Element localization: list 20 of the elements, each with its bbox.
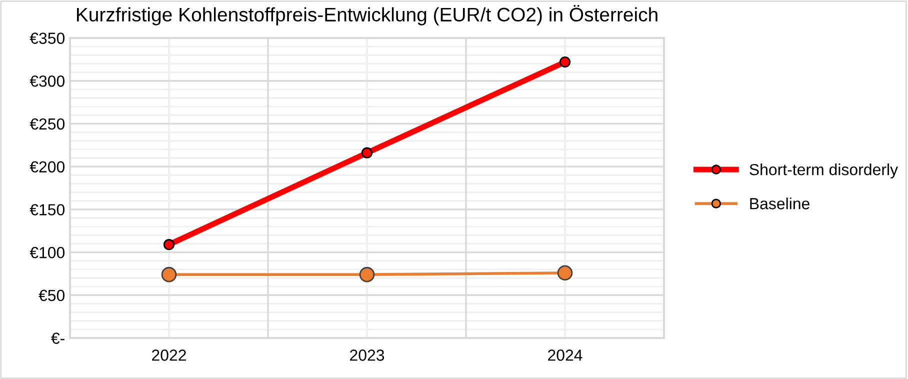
chart-title: Kurzfristige Kohlenstoffpreis-Entwicklung (EUR/t CO2) in Österreich [77, 5, 658, 26]
legend-label: Baseline [750, 198, 810, 210]
y-tick-label: €200 [30, 161, 65, 173]
x-tick-label: 2023 [350, 350, 384, 361]
point [361, 147, 373, 158]
point [163, 239, 175, 250]
point [161, 266, 177, 282]
legend-label: Short-term disorderly [750, 164, 898, 178]
x-tick-label: 2024 [548, 350, 582, 361]
y-tick-label: €- [51, 332, 64, 344]
x-tick-label: 2022 [152, 350, 186, 361]
y-tick-label: €300 [30, 75, 65, 87]
y-tick-label: €50 [38, 290, 65, 302]
y-tick-label: €250 [30, 118, 65, 130]
point [359, 266, 375, 282]
point [557, 265, 573, 280]
y-tick-label: €100 [30, 246, 65, 258]
y-tick-label: €350 [30, 32, 65, 44]
y-tick-label: €150 [30, 204, 65, 216]
point [559, 56, 571, 68]
